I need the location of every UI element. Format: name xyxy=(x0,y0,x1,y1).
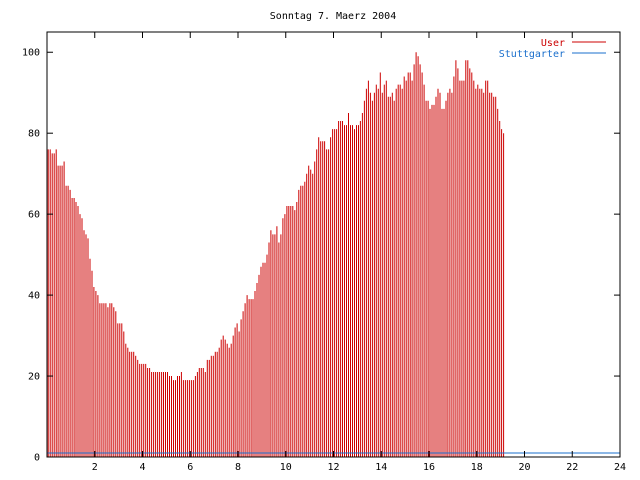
tick-marks xyxy=(47,32,621,458)
x-tick-label-14: 14 xyxy=(375,462,387,473)
y-tick-label-20: 20 xyxy=(28,372,40,383)
chart-title: Sonntag 7. Maerz 2004 xyxy=(270,11,396,22)
legend-label-user: User xyxy=(541,38,565,49)
x-tick-label-8: 8 xyxy=(235,462,241,473)
plot-frame xyxy=(46,31,621,458)
x-tick-label-12: 12 xyxy=(327,462,339,473)
legend: User Stuttgarter xyxy=(499,38,606,60)
y-tick-label-100: 100 xyxy=(22,48,40,59)
x-tick-label-4: 4 xyxy=(139,462,145,473)
x-tick-label-24: 24 xyxy=(614,462,626,473)
legend-label-stuttgarter: Stuttgarter xyxy=(499,49,565,60)
y-tick-label-80: 80 xyxy=(28,129,40,140)
x-tick-label-20: 20 xyxy=(518,462,530,473)
y-tick-label-60: 60 xyxy=(28,210,40,221)
y-tick-label-40: 40 xyxy=(28,291,40,302)
series-user-bars xyxy=(47,52,505,457)
x-tick-label-18: 18 xyxy=(471,462,483,473)
x-tick-label-10: 10 xyxy=(280,462,292,473)
x-tick-label-16: 16 xyxy=(423,462,435,473)
x-tick-label-6: 6 xyxy=(187,462,193,473)
x-tick-label-2: 2 xyxy=(92,462,98,473)
x-tick-label-22: 22 xyxy=(566,462,578,473)
y-tick-label-0: 0 xyxy=(34,453,40,464)
axes xyxy=(46,31,621,458)
